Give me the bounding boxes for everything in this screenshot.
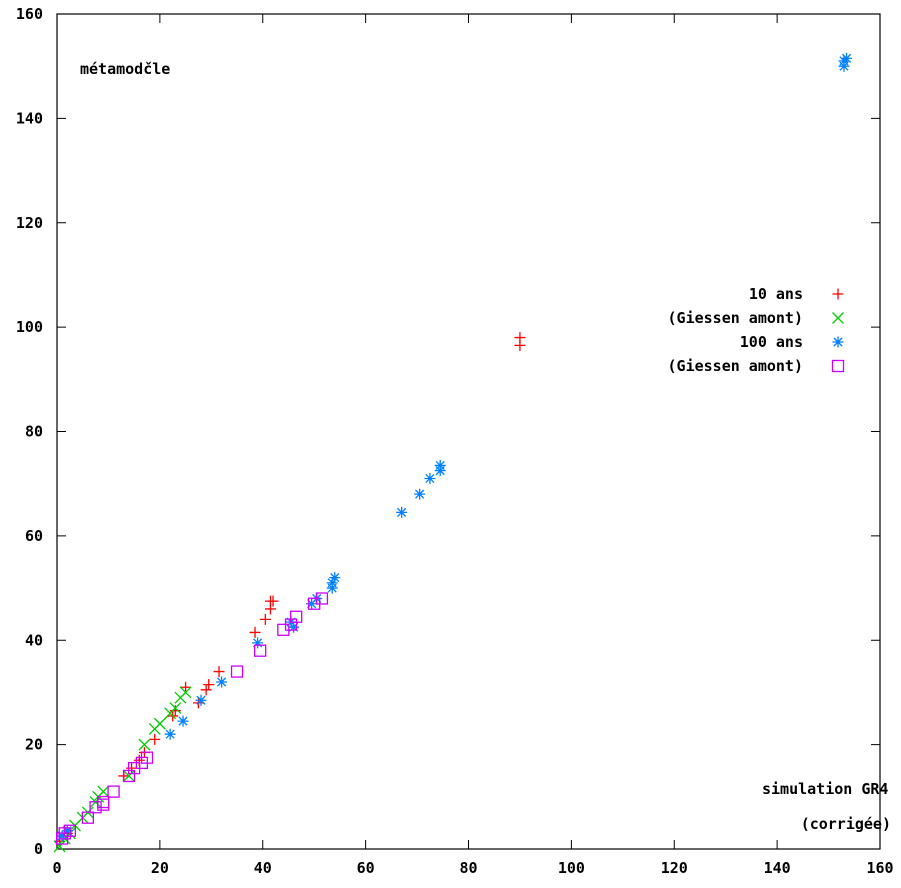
x-tick-label: 80 — [459, 859, 477, 877]
legend-label: (Giessen amont) — [668, 357, 803, 375]
x-tick-label: 60 — [357, 859, 375, 877]
legend-marker — [832, 288, 844, 300]
data-point — [56, 830, 68, 842]
data-point — [315, 592, 329, 605]
series-2 — [56, 52, 853, 842]
data-point — [81, 811, 95, 824]
data-point — [841, 52, 853, 64]
legend-marker — [831, 359, 845, 373]
axis-ticks — [56, 13, 881, 850]
data-point — [203, 679, 215, 691]
data-point — [514, 332, 526, 344]
data-point — [414, 488, 426, 500]
legend: 10 ans (Giessen amont) 100 ans (Giessen amo… — [668, 285, 845, 375]
data-marks — [53, 52, 853, 853]
data-point — [97, 785, 110, 798]
data-point — [259, 613, 271, 625]
y-tick-label: 60 — [25, 527, 43, 545]
y-tick-label: 80 — [25, 423, 43, 441]
x-tick-label: 160 — [866, 859, 893, 877]
data-point — [177, 715, 189, 727]
data-point — [434, 459, 446, 471]
data-point — [288, 621, 300, 633]
data-point — [326, 577, 338, 589]
data-point — [179, 686, 192, 699]
y-tick-label: 140 — [16, 109, 43, 127]
data-point — [249, 626, 261, 638]
data-point — [153, 717, 166, 730]
data-point — [138, 738, 151, 751]
x-axis-label-line1: simulation GR4 — [762, 780, 888, 798]
y-tick-label: 160 — [16, 5, 43, 23]
data-point — [63, 824, 77, 837]
x-tick-label: 40 — [254, 859, 272, 877]
data-point — [97, 795, 110, 809]
y-tick-label: 0 — [34, 840, 43, 858]
data-point — [53, 840, 66, 853]
x-tick-label: 120 — [661, 859, 688, 877]
data-point — [126, 762, 138, 774]
legend-marker — [832, 312, 844, 324]
y-tick-label: 100 — [16, 318, 43, 336]
data-point — [290, 610, 303, 623]
data-point — [97, 798, 110, 811]
data-point — [267, 595, 279, 607]
x-tick-label: 100 — [558, 859, 585, 877]
y-tick-label: 120 — [16, 214, 43, 232]
data-point — [216, 676, 228, 688]
legend-label: 100 ans — [740, 333, 803, 351]
axis-tick-labels: 0 20 40 60 80 100 120 140 160 0 20 40 60 80 100 120 140 1… — [16, 5, 894, 877]
data-point — [180, 681, 192, 693]
data-point — [200, 684, 212, 696]
data-point — [254, 644, 267, 657]
data-point — [123, 769, 135, 782]
data-point — [195, 694, 207, 706]
series-0 — [54, 332, 526, 847]
data-point — [164, 728, 176, 740]
data-point — [252, 637, 264, 649]
y-tick-label: 20 — [25, 736, 43, 754]
data-point — [396, 506, 408, 518]
y-tick-label: 40 — [25, 631, 43, 649]
series-1 — [53, 686, 192, 853]
data-point — [306, 598, 318, 610]
data-point — [140, 751, 154, 764]
x-tick-label: 0 — [52, 859, 61, 877]
series-3 — [55, 592, 329, 845]
data-point — [107, 785, 120, 798]
x-axis-label-line2: (corrigée) — [801, 815, 891, 833]
x-tick-label: 140 — [764, 859, 791, 877]
legend-label: 10 ans — [749, 285, 803, 303]
data-point — [213, 666, 225, 678]
data-point — [169, 702, 182, 715]
data-point — [61, 825, 73, 837]
legend-marker — [832, 336, 844, 348]
data-point — [329, 572, 341, 584]
chart-title: métamodčle — [80, 60, 170, 78]
data-point — [424, 472, 436, 484]
x-tick-label: 20 — [151, 859, 169, 877]
data-point — [149, 733, 161, 745]
legend-label: (Giessen amont) — [668, 309, 803, 327]
data-point — [169, 705, 181, 717]
data-point — [230, 665, 244, 678]
